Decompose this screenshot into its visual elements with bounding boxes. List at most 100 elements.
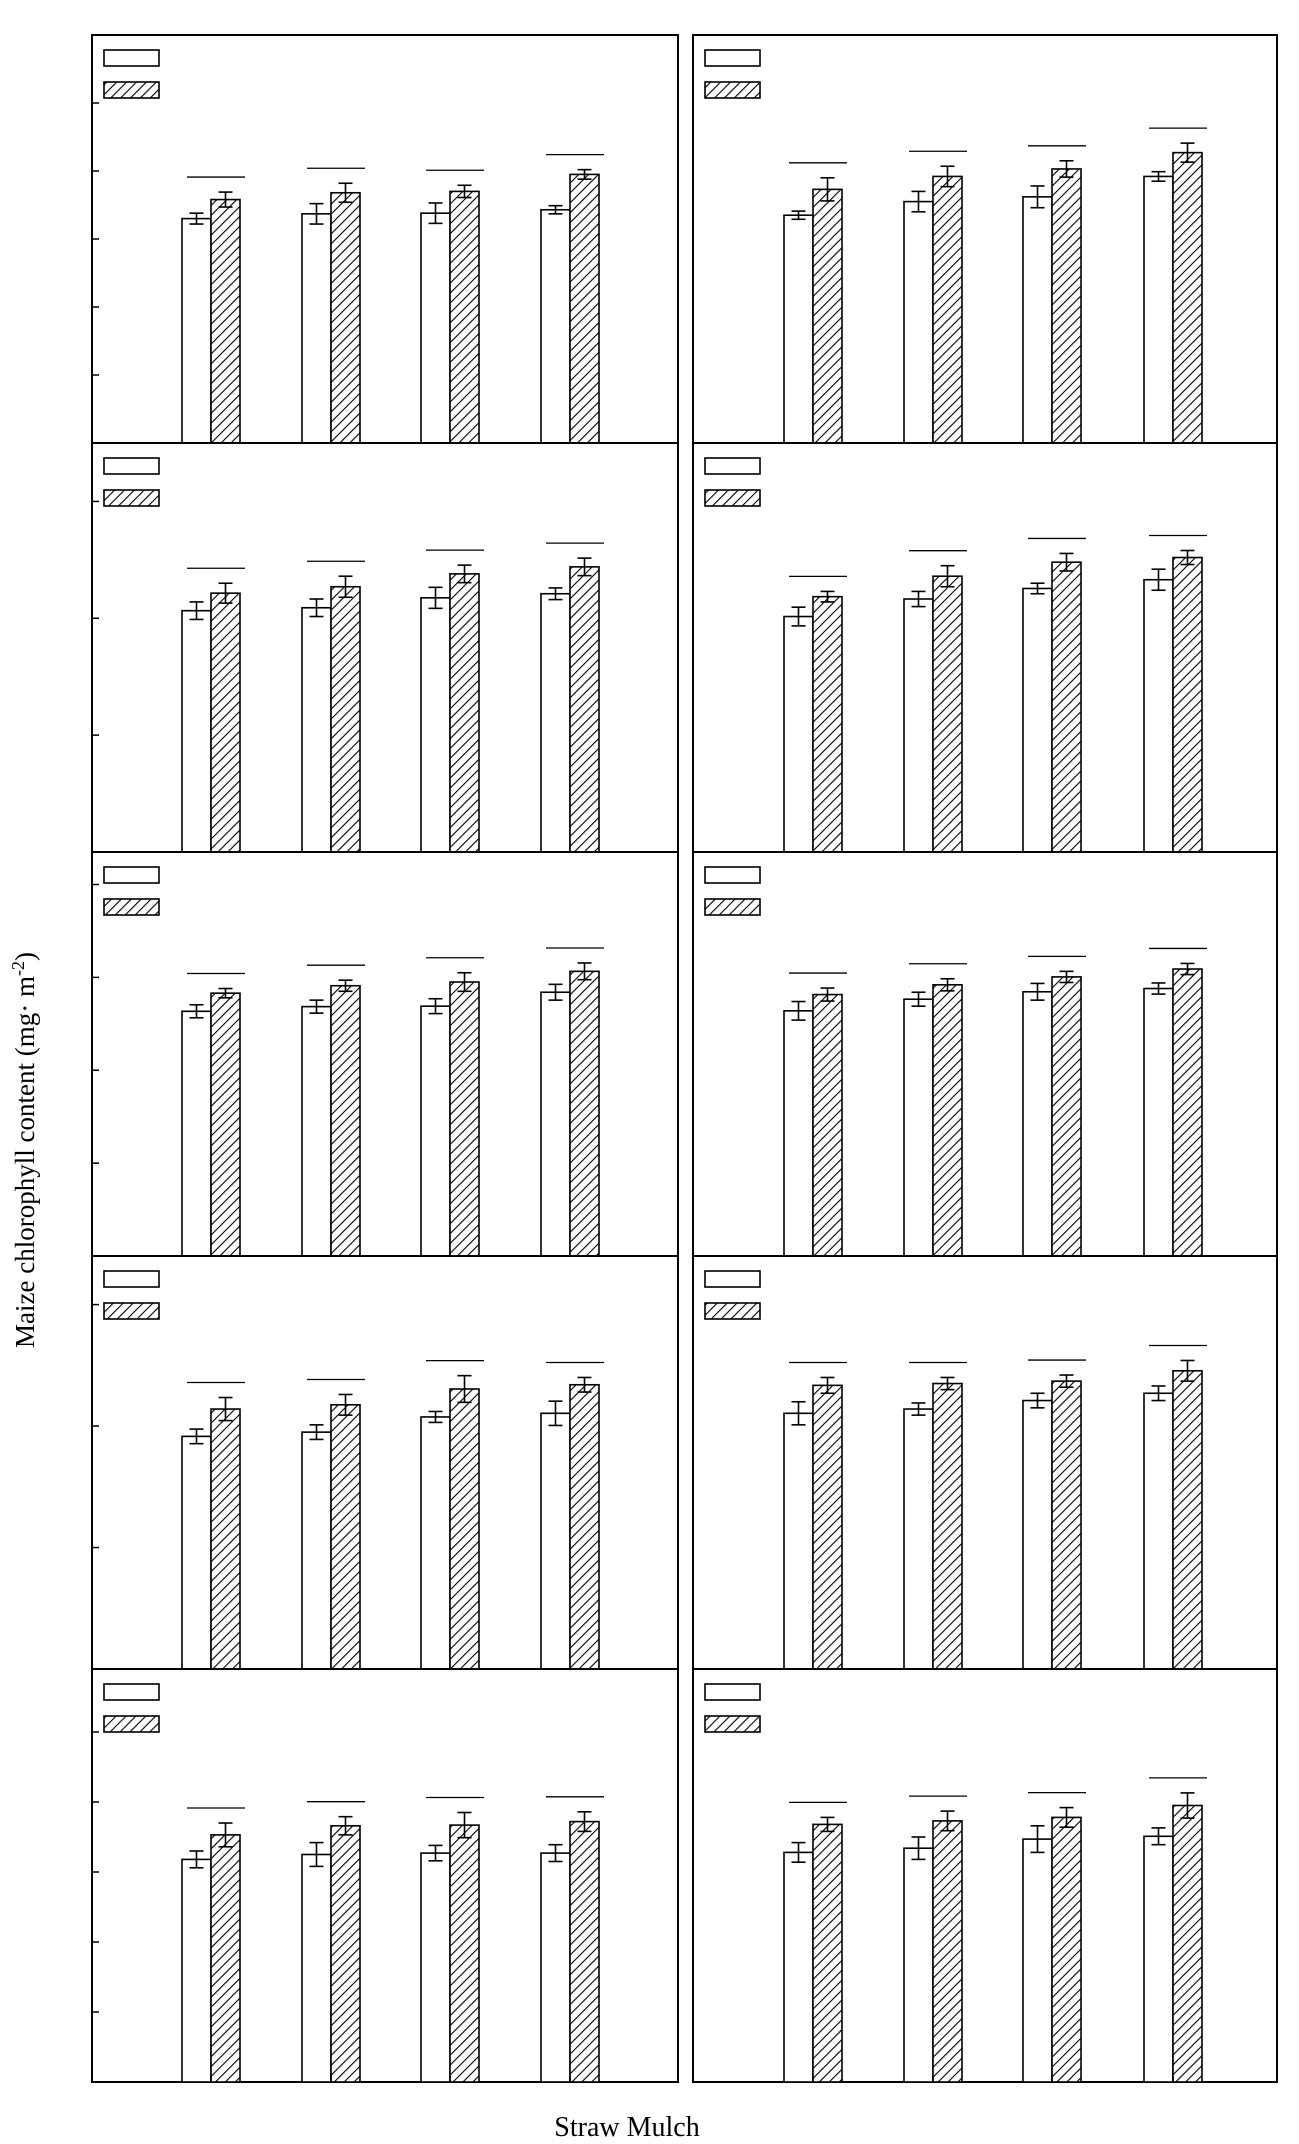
legend-swatch-monoculture: [704, 1683, 761, 1701]
bar-intercropping-m2: [1051, 1380, 1082, 1670]
bar-intercropping-m0: [210, 198, 241, 444]
panel-frame: [91, 1668, 679, 2083]
bar-monoculture-m2: [1022, 587, 1053, 853]
bar-monoculture-m3: [1143, 987, 1174, 1257]
bar-monoculture-m3: [540, 991, 571, 1257]
bar-monoculture-m2: [420, 1005, 451, 1257]
bar-monoculture-m3: [1143, 175, 1174, 444]
legend-swatch-intercropping: [103, 81, 160, 99]
bar-monoculture-m0: [181, 1435, 212, 1670]
bar-intercropping-m2: [449, 981, 480, 1257]
legend-swatch-monoculture: [704, 1270, 761, 1288]
chart-panel-2017-seedling-stage: [91, 34, 679, 444]
bar-intercropping-m1: [932, 575, 963, 853]
bar-intercropping-m3: [569, 173, 600, 444]
legend-swatch-intercropping: [103, 1715, 160, 1733]
bar-monoculture-m0: [181, 1010, 212, 1257]
bar-intercropping-m0: [812, 595, 843, 853]
y-axis-label: Maize chlorophyll content (mg· m-2): [8, 952, 40, 1348]
bar-intercropping-m1: [330, 1825, 361, 2083]
bar-intercropping-m1: [330, 585, 361, 853]
bar-intercropping-m2: [449, 1388, 480, 1670]
bar-intercropping-m2: [1051, 976, 1082, 1257]
bar-intercropping-m0: [210, 1834, 241, 2083]
legend-swatch-monoculture: [704, 457, 761, 475]
bar-intercropping-m1: [932, 1382, 963, 1670]
bar-intercropping-m3: [1172, 556, 1203, 853]
bar-intercropping-m3: [569, 970, 600, 1257]
chart-panel-2017-filling-stage: [91, 1255, 679, 1670]
bar-intercropping-m3: [1172, 1369, 1203, 1670]
bar-intercropping-m2: [449, 190, 480, 444]
bar-intercropping-m2: [1051, 1816, 1082, 2083]
bar-monoculture-m1: [903, 200, 934, 444]
bar-intercropping-m0: [812, 993, 843, 1257]
bar-intercropping-m1: [330, 984, 361, 1257]
bar-monoculture-m1: [301, 1431, 332, 1670]
bar-monoculture-m0: [783, 615, 814, 853]
bar-monoculture-m2: [1022, 1399, 1053, 1670]
bar-monoculture-m3: [1143, 1835, 1174, 2083]
bar-intercropping-m0: [812, 1384, 843, 1670]
bar-intercropping-m3: [569, 1820, 600, 2083]
bar-intercropping-m0: [812, 188, 843, 444]
chart-panel-2017-tasseling-stage: [91, 851, 679, 1257]
legend-swatch-intercropping: [704, 1715, 761, 1733]
bar-monoculture-m0: [181, 609, 212, 853]
bar-intercropping-m2: [1051, 561, 1082, 853]
bar-intercropping-m2: [1051, 168, 1082, 444]
bar-monoculture-m3: [540, 1852, 571, 2083]
bar-intercropping-m2: [449, 573, 480, 853]
bar-monoculture-m0: [783, 214, 814, 444]
bar-monoculture-m3: [540, 592, 571, 853]
bar-intercropping-m1: [932, 984, 963, 1257]
legend-swatch-intercropping: [103, 898, 160, 916]
bar-intercropping-m1: [330, 1404, 361, 1670]
bar-intercropping-m0: [210, 1408, 241, 1670]
legend-swatch-monoculture: [103, 866, 160, 884]
bar-intercropping-m1: [330, 191, 361, 444]
bar-monoculture-m2: [1022, 196, 1053, 444]
bar-monoculture-m3: [540, 1412, 571, 1670]
bar-intercropping-m0: [210, 992, 241, 1257]
chart-panel-2017-maturity-stage: [91, 1668, 679, 2083]
bar-monoculture-m2: [420, 597, 451, 853]
bar-monoculture-m1: [903, 1847, 934, 2083]
legend-swatch-monoculture: [704, 866, 761, 884]
bar-intercropping-m3: [1172, 1804, 1203, 2083]
x-axis-label: Straw Mulch: [554, 2112, 699, 2143]
bar-monoculture-m1: [301, 1005, 332, 1257]
bar-intercropping-m3: [569, 1383, 600, 1670]
chart-panel-2018-maturity-stage: [692, 1668, 1278, 2083]
bar-monoculture-m0: [181, 217, 212, 444]
legend-swatch-monoculture: [103, 1683, 160, 1701]
legend-swatch-intercropping: [103, 489, 160, 507]
bar-intercropping-m3: [1172, 151, 1203, 444]
legend-swatch-intercropping: [704, 81, 761, 99]
chart-panel-2018-seedling-stage: [692, 34, 1278, 444]
bar-monoculture-m0: [783, 1412, 814, 1670]
bar-monoculture-m1: [903, 998, 934, 1257]
bar-intercropping-m0: [812, 1823, 843, 2083]
legend-swatch-monoculture: [704, 49, 761, 67]
legend-swatch-intercropping: [704, 489, 761, 507]
bar-monoculture-m2: [420, 212, 451, 444]
chart-panel-2018-filling-stage: [692, 1255, 1278, 1670]
legend-swatch-monoculture: [103, 457, 160, 475]
chart-panel-2017-jointing-stage: [91, 442, 679, 853]
panel-frame: [692, 1668, 1278, 2083]
bar-monoculture-m1: [903, 598, 934, 853]
legend-swatch-intercropping: [103, 1302, 160, 1320]
bar-monoculture-m2: [420, 1852, 451, 2083]
bar-intercropping-m2: [449, 1824, 480, 2083]
legend-swatch-monoculture: [103, 1270, 160, 1288]
bar-intercropping-m0: [210, 592, 241, 853]
bar-intercropping-m1: [932, 175, 963, 444]
bar-monoculture-m0: [181, 1858, 212, 2083]
bar-intercropping-m3: [1172, 968, 1203, 1257]
bar-monoculture-m1: [301, 1853, 332, 2083]
bar-monoculture-m0: [783, 1010, 814, 1257]
bar-monoculture-m1: [301, 213, 332, 444]
legend-swatch-intercropping: [704, 1302, 761, 1320]
bar-monoculture-m2: [1022, 1838, 1053, 2083]
